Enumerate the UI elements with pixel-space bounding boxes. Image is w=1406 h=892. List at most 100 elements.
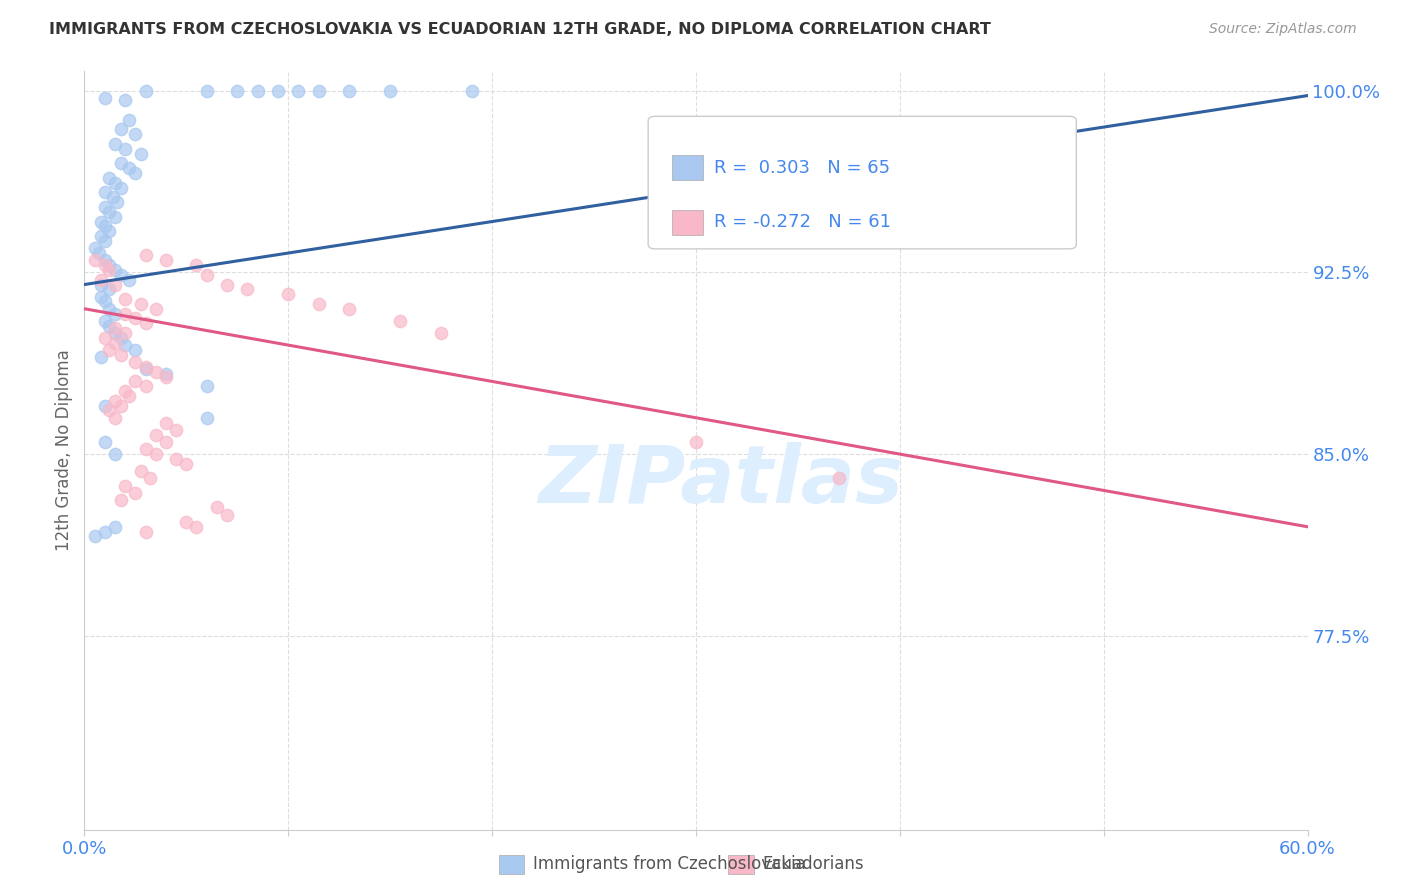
Point (104, 447, 127, 461)
Point (83, 241, 105, 255)
Point (118, 389, 141, 403)
Point (236, 282, 259, 296)
Point (104, 410, 127, 425)
Point (110, 180, 132, 194)
Point (124, 355, 146, 369)
Point (97, 205, 120, 219)
Point (145, 447, 167, 461)
Point (308, 84, 330, 98)
Point (118, 273, 141, 287)
Point (97, 263, 120, 277)
Point (155, 367, 177, 381)
Point (104, 176, 127, 190)
Point (104, 326, 127, 340)
Point (93, 314, 115, 328)
Text: Immigrants from Czechoslovakia: Immigrants from Czechoslovakia (533, 855, 806, 873)
Point (93, 258, 115, 272)
Point (124, 311, 146, 326)
Point (101, 190, 124, 204)
Point (174, 515, 197, 529)
Point (104, 307, 127, 321)
Point (277, 287, 299, 301)
Point (339, 301, 361, 316)
Point (124, 128, 146, 142)
Point (90, 229, 112, 244)
Point (135, 442, 157, 457)
Point (308, 297, 330, 311)
Point (110, 122, 132, 136)
Point (83, 253, 105, 268)
Point (114, 292, 136, 306)
Y-axis label: 12th Grade, No Diploma: 12th Grade, No Diploma (55, 350, 73, 551)
Point (124, 375, 146, 389)
Point (114, 384, 136, 398)
Point (105, 195, 128, 210)
Point (93, 399, 115, 413)
Point (114, 307, 136, 321)
Point (93, 91, 115, 105)
Point (93, 234, 115, 248)
Point (131, 464, 153, 478)
Point (104, 136, 127, 151)
Point (174, 457, 197, 471)
Point (135, 359, 157, 374)
Point (93, 186, 115, 200)
Point (93, 200, 115, 214)
Point (114, 338, 136, 352)
Point (135, 379, 157, 393)
Point (186, 258, 208, 272)
Point (195, 84, 218, 98)
Point (93, 331, 115, 345)
Point (138, 471, 160, 485)
Text: Ecuadorians: Ecuadorians (762, 855, 863, 873)
Point (195, 268, 218, 282)
Point (90, 277, 112, 292)
Point (118, 112, 141, 127)
Point (97, 170, 120, 185)
Point (195, 410, 218, 425)
Point (461, 84, 484, 98)
Point (389, 314, 412, 328)
Point (155, 416, 177, 430)
Point (135, 362, 157, 376)
Point (145, 301, 167, 316)
Point (104, 393, 127, 408)
Point (83, 529, 105, 543)
Point (110, 156, 132, 170)
Point (155, 434, 177, 449)
Point (267, 84, 290, 98)
Point (114, 142, 136, 156)
Point (93, 253, 115, 268)
Point (97, 318, 120, 333)
Point (97, 343, 120, 357)
Point (110, 399, 132, 413)
Text: ZIPatlas: ZIPatlas (538, 442, 903, 520)
Point (135, 248, 157, 262)
Point (165, 423, 187, 437)
Point (226, 84, 249, 98)
Point (93, 294, 115, 309)
Point (195, 379, 218, 393)
Point (135, 84, 157, 98)
Point (118, 161, 141, 176)
Point (217, 508, 239, 522)
Point (165, 452, 187, 467)
Point (97, 301, 120, 316)
Point (114, 478, 136, 492)
Point (114, 326, 136, 340)
Point (124, 343, 146, 357)
Point (131, 297, 153, 311)
Point (217, 277, 239, 292)
Point (97, 224, 120, 238)
Point (90, 290, 112, 304)
Point (93, 434, 115, 449)
Point (104, 210, 127, 224)
Point (124, 486, 146, 500)
Point (124, 166, 146, 180)
Point (828, 471, 851, 485)
Point (246, 84, 269, 98)
Point (97, 258, 120, 272)
Point (685, 434, 707, 449)
Point (339, 84, 361, 98)
Point (90, 273, 112, 287)
